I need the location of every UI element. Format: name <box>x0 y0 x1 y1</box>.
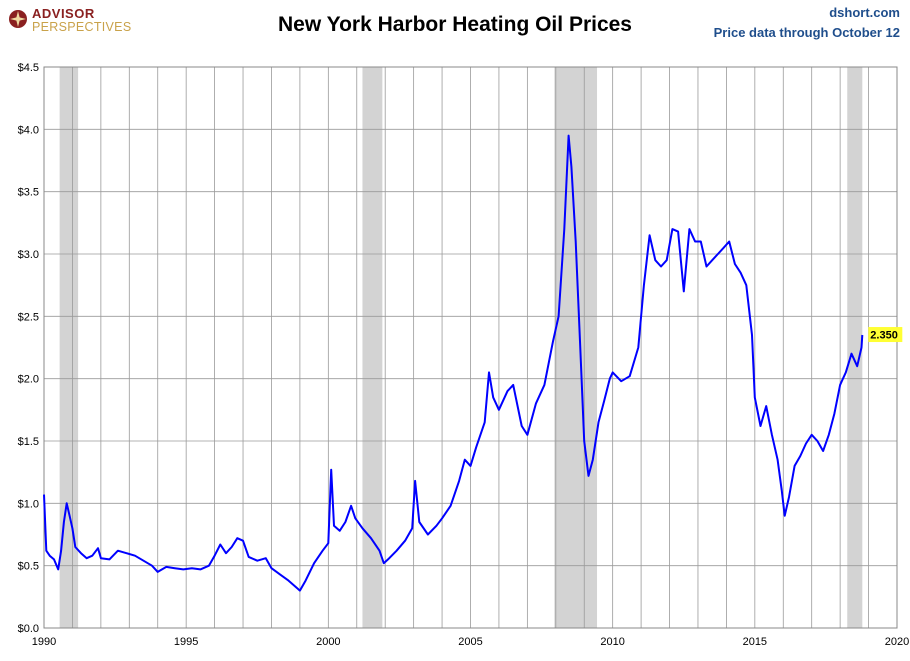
y-tick-label: $4.0 <box>18 124 39 136</box>
chart-title: New York Harbor Heating Oil Prices <box>277 13 632 36</box>
last-value-callout: 2.350 <box>868 327 903 343</box>
recession-band <box>362 67 383 628</box>
y-tick-label: $1.5 <box>18 436 39 448</box>
advisor-perspectives-logo: ADVISOR PERSPECTIVES <box>8 6 133 36</box>
y-tick-label: $1.0 <box>18 498 39 510</box>
y-axis-ticks: $0.0 $0.5 $1.0 $1.5 $2.0 $2.5 $3.0 $3.5 $4.0 $4.5 <box>18 62 39 635</box>
compass-icon <box>9 10 27 28</box>
recession-band <box>847 67 863 628</box>
y-tick-label: $0.5 <box>18 561 39 573</box>
brand-line1: ADVISOR <box>32 6 95 21</box>
y-tick-label: $2.5 <box>18 311 39 323</box>
x-tick-label: 2005 <box>458 636 482 648</box>
plot-frame <box>43 66 898 629</box>
y-tick-label: $2.0 <box>18 374 39 386</box>
recession-band <box>59 67 79 628</box>
gridlines <box>44 66 897 629</box>
y-tick-label: $3.5 <box>18 187 39 199</box>
source-label: dshort.com <box>829 5 900 20</box>
y-tick-label: $4.5 <box>18 62 39 74</box>
x-tick-label: 2015 <box>743 636 767 648</box>
x-tick-label: 2020 <box>885 636 909 648</box>
x-tick-label: 1990 <box>32 636 56 648</box>
recession-bands <box>59 67 863 628</box>
brand-line2: PERSPECTIVES <box>32 20 132 34</box>
y-tick-label: $3.0 <box>18 249 39 261</box>
series-line <box>43 134 864 592</box>
x-tick-label: 2010 <box>600 636 624 648</box>
x-tick-label: 1995 <box>174 636 198 648</box>
recession-band <box>554 67 598 628</box>
subtitle-label: Price data through October 12 <box>713 25 900 40</box>
last-value-label: 2.350 <box>870 330 898 342</box>
last-value-badge <box>868 327 903 343</box>
x-tick-label: 2000 <box>316 636 340 648</box>
x-axis-ticks: 1990 1995 2000 2005 2010 2015 2020 <box>32 636 909 648</box>
y-tick-label: $0.0 <box>18 623 39 635</box>
